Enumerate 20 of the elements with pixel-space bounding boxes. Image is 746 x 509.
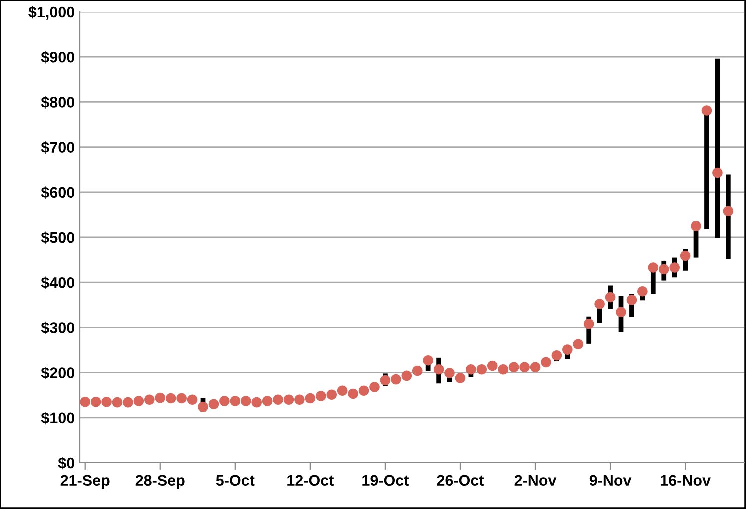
x-tick-label: 2-Nov: [514, 475, 557, 486]
x-tick-label: 12-Oct: [288, 475, 334, 486]
y-tick-label: $100: [41, 412, 75, 425]
x-tick-label: 21-Sep: [60, 475, 110, 490]
y-tick-label: $600: [41, 186, 75, 200]
y-tick-label: $1,000: [28, 6, 75, 20]
y-tick-label: $0: [58, 457, 75, 470]
y-tick-label: $200: [41, 366, 75, 380]
x-tick-label: 19-Oct: [362, 475, 410, 486]
x-tick-label: 28-Sep: [136, 475, 185, 490]
y-tick-label: $700: [41, 141, 75, 154]
y-tick-label: $300: [41, 322, 75, 334]
x-tick-label: 26-Oct: [437, 475, 484, 486]
y-tick-label: $900: [41, 51, 75, 64]
y-tick-label: $500: [41, 232, 75, 244]
x-tick-label: 9-Nov: [590, 475, 632, 486]
y-tick-label: $800: [41, 96, 75, 109]
x-tick-label: 16-Nov: [661, 475, 711, 486]
y-tick-label: $400: [41, 276, 75, 290]
x-tick-label: 5-Oct: [216, 475, 255, 486]
